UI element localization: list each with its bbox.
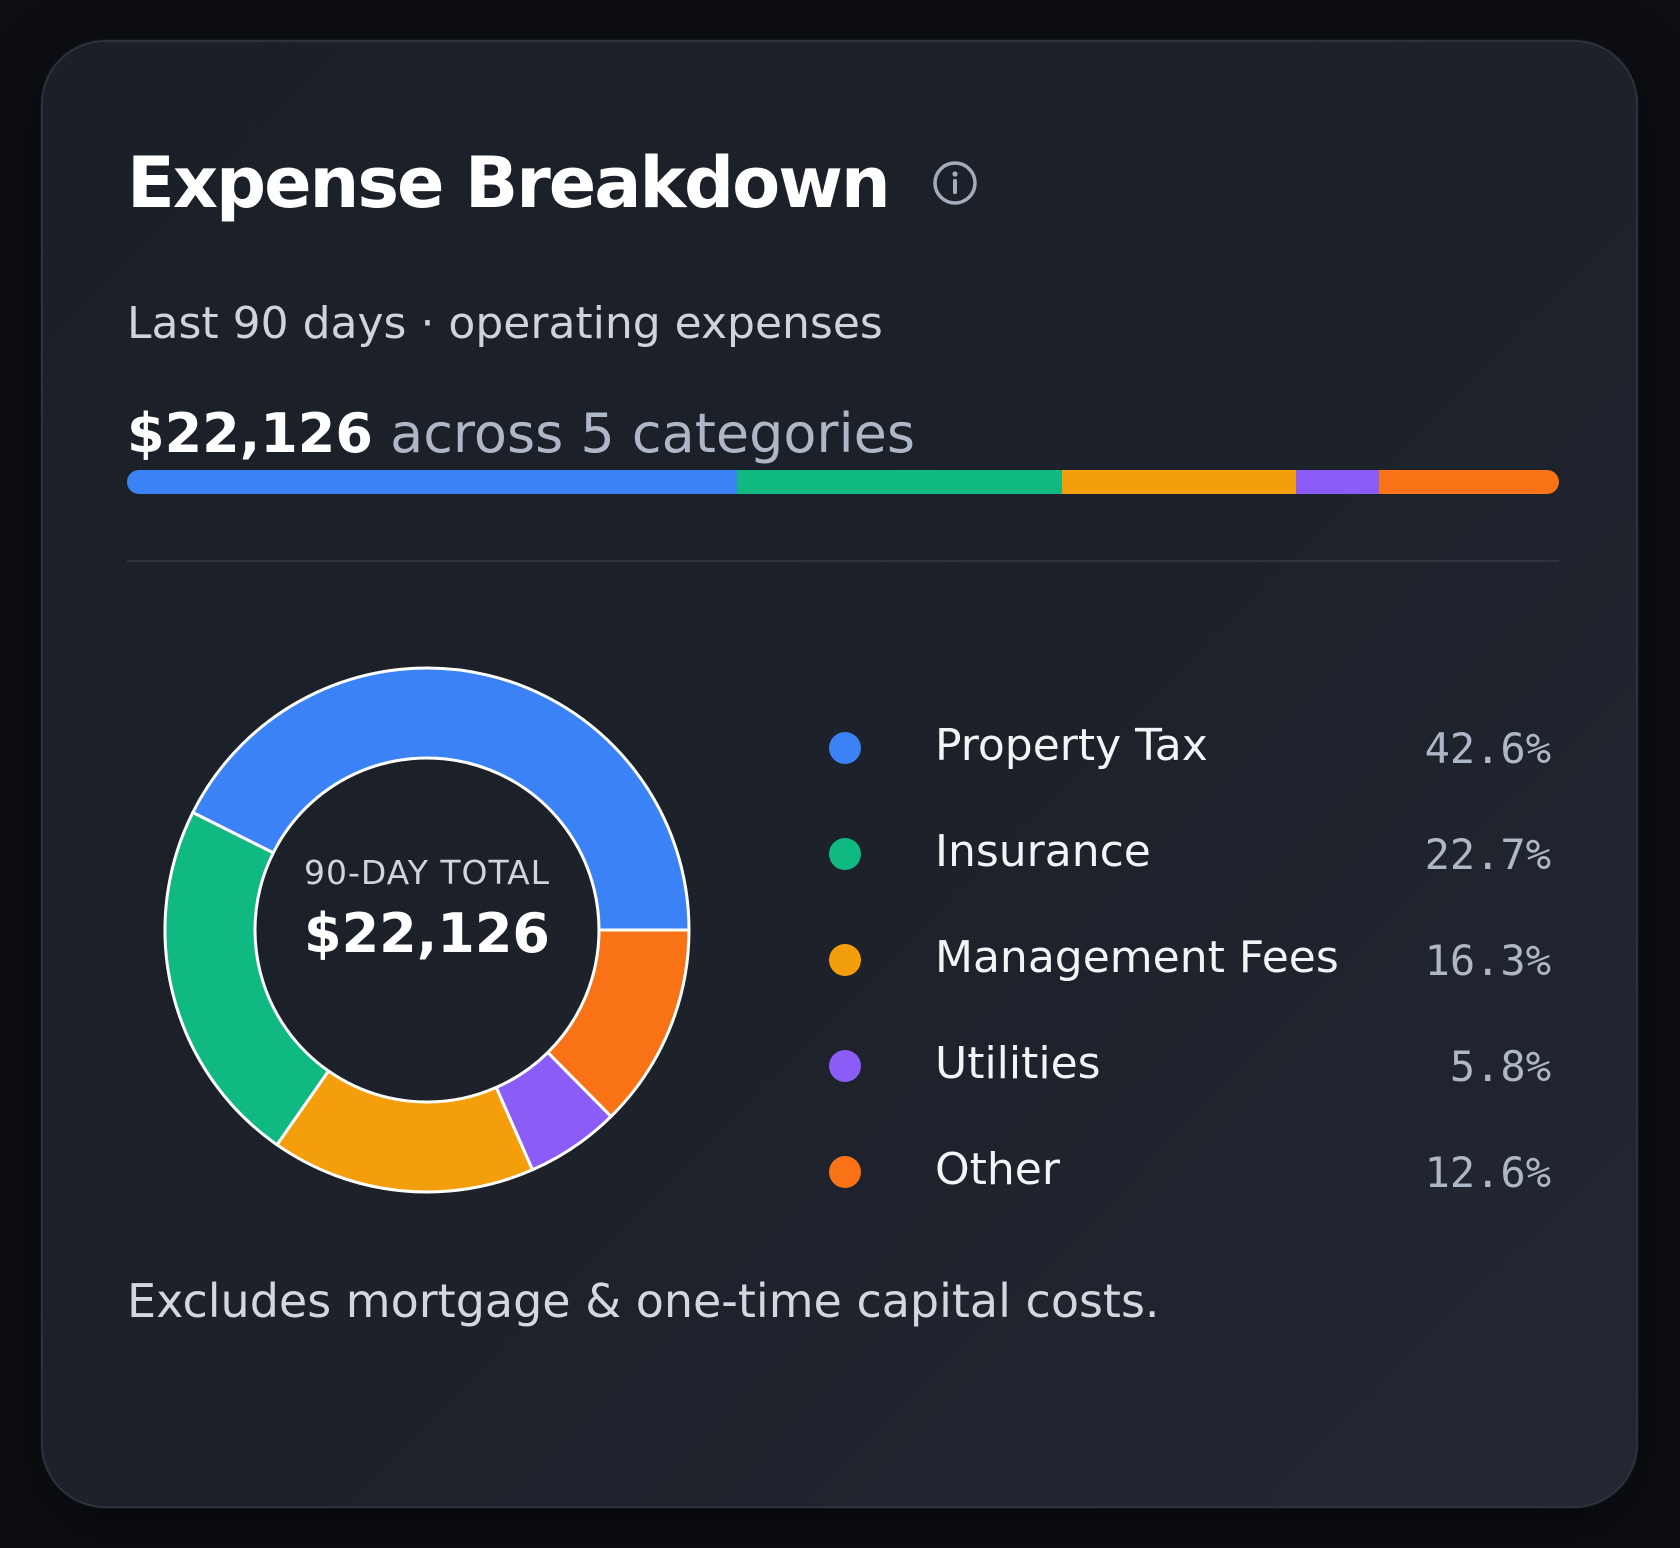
- legend-value: 42.6%: [1424, 724, 1551, 773]
- card-title: Expense Breakdown: [127, 142, 891, 224]
- stacked-bar-segment-utilities[interactable]: [1295, 470, 1379, 494]
- donut-slice-property-tax[interactable]: [191, 666, 691, 932]
- stacked-bar-segment-insurance[interactable]: [737, 470, 1063, 494]
- stacked-bar-segment-other[interactable]: [1378, 470, 1559, 494]
- expense-breakdown-card: Expense Breakdown Last 90 days · operati…: [41, 40, 1638, 1508]
- stacked-bar-segment-property-tax[interactable]: [127, 470, 738, 494]
- legend-label: Management Fees: [935, 932, 1339, 983]
- footnote: Excludes mortgage & one-time capital cos…: [127, 1274, 1160, 1328]
- title-row: Expense Breakdown: [127, 138, 979, 228]
- legend-value: 5.8%: [1449, 1042, 1551, 1091]
- divider: [127, 560, 1559, 562]
- legend-dot-icon: [829, 1050, 861, 1082]
- legend-value: 22.7%: [1424, 830, 1551, 879]
- legend-item-insurance[interactable]: Insurance 22.7%: [823, 808, 1579, 914]
- donut-center-value: $22,126: [304, 902, 550, 965]
- summary-amount: $22,126: [127, 402, 373, 465]
- legend-item-management-fees[interactable]: Management Fees 16.3%: [823, 914, 1579, 1020]
- summary-text: across 5 categories: [390, 402, 915, 465]
- card-subtitle: Last 90 days · operating expenses: [127, 298, 883, 349]
- legend-dot-icon: [829, 944, 861, 976]
- legend-dot-icon: [829, 838, 861, 870]
- donut-center-label: 90-DAY TOTAL: [304, 853, 550, 892]
- legend-value: 16.3%: [1424, 936, 1551, 985]
- legend-item-utilities[interactable]: Utilities 5.8%: [823, 1020, 1579, 1126]
- legend-label: Other: [935, 1144, 1060, 1195]
- stacked-bar-segment-management-fees[interactable]: [1062, 470, 1296, 494]
- legend-item-property-tax[interactable]: Property Tax 42.6%: [823, 702, 1579, 808]
- legend-dot-icon: [829, 732, 861, 764]
- info-icon[interactable]: [931, 159, 979, 207]
- legend-dot-icon: [829, 1156, 861, 1188]
- legend-label: Insurance: [935, 826, 1151, 877]
- donut-slice-other[interactable]: [546, 928, 691, 1118]
- legend-label: Property Tax: [935, 720, 1208, 771]
- donut-chart: 90-DAY TOTAL $22,126: [163, 666, 691, 1194]
- donut-slice-insurance[interactable]: [163, 811, 331, 1147]
- donut-slice-management-fees[interactable]: [275, 1069, 535, 1194]
- legend-label: Utilities: [935, 1038, 1101, 1089]
- stacked-bar: [127, 470, 1559, 494]
- summary-line: $22,126 across 5 categories: [127, 402, 915, 465]
- legend-value: 12.6%: [1424, 1148, 1551, 1197]
- legend: Property Tax 42.6% Insurance 22.7% Managemen…: [823, 702, 1579, 1232]
- legend-item-other[interactable]: Other 12.6%: [823, 1126, 1579, 1232]
